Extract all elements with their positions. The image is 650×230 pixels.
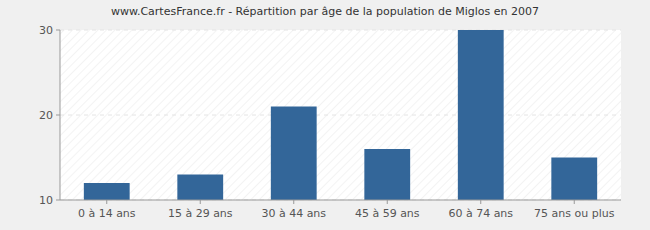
bar xyxy=(177,175,223,201)
bar xyxy=(364,149,410,200)
x-tick-mark xyxy=(480,200,481,204)
y-tick-label: 20 xyxy=(39,109,53,122)
x-tick-label: 60 à 74 ans xyxy=(448,207,513,220)
x-tick-label: 15 à 29 ans xyxy=(168,207,233,220)
x-tick-label: 30 à 44 ans xyxy=(261,207,326,220)
x-tick-label: 45 à 59 ans xyxy=(355,207,420,220)
tick-mark xyxy=(56,115,60,116)
chart-svg: www.CartesFrance.fr - Répartition par âg… xyxy=(0,0,650,230)
bars xyxy=(84,30,597,200)
y-tick-label: 30 xyxy=(39,24,53,37)
y-axis xyxy=(60,30,61,200)
grid-line xyxy=(60,115,621,116)
x-tick-mark xyxy=(387,200,388,204)
plot-area xyxy=(60,30,621,200)
x-tick-mark xyxy=(106,200,107,204)
x-tick-mark xyxy=(293,200,294,204)
x-tick-mark xyxy=(200,200,201,204)
x-tick-label: 0 à 14 ans xyxy=(78,207,136,220)
y-tick-label: 10 xyxy=(39,194,53,207)
x-axis xyxy=(60,200,621,201)
bar xyxy=(551,158,597,201)
title: www.CartesFrance.fr - Répartition par âg… xyxy=(111,5,539,18)
background xyxy=(0,0,650,230)
tick-mark xyxy=(56,200,60,201)
chart-container: www.CartesFrance.fr - Répartition par âg… xyxy=(0,0,650,230)
grid-line xyxy=(60,30,621,31)
bar xyxy=(458,30,504,200)
bar xyxy=(84,183,130,200)
bar xyxy=(271,107,317,201)
tick-mark xyxy=(56,30,60,31)
x-tick-mark xyxy=(574,200,575,204)
x-tick-label: 75 ans ou plus xyxy=(534,207,615,220)
grid-line xyxy=(60,200,621,201)
